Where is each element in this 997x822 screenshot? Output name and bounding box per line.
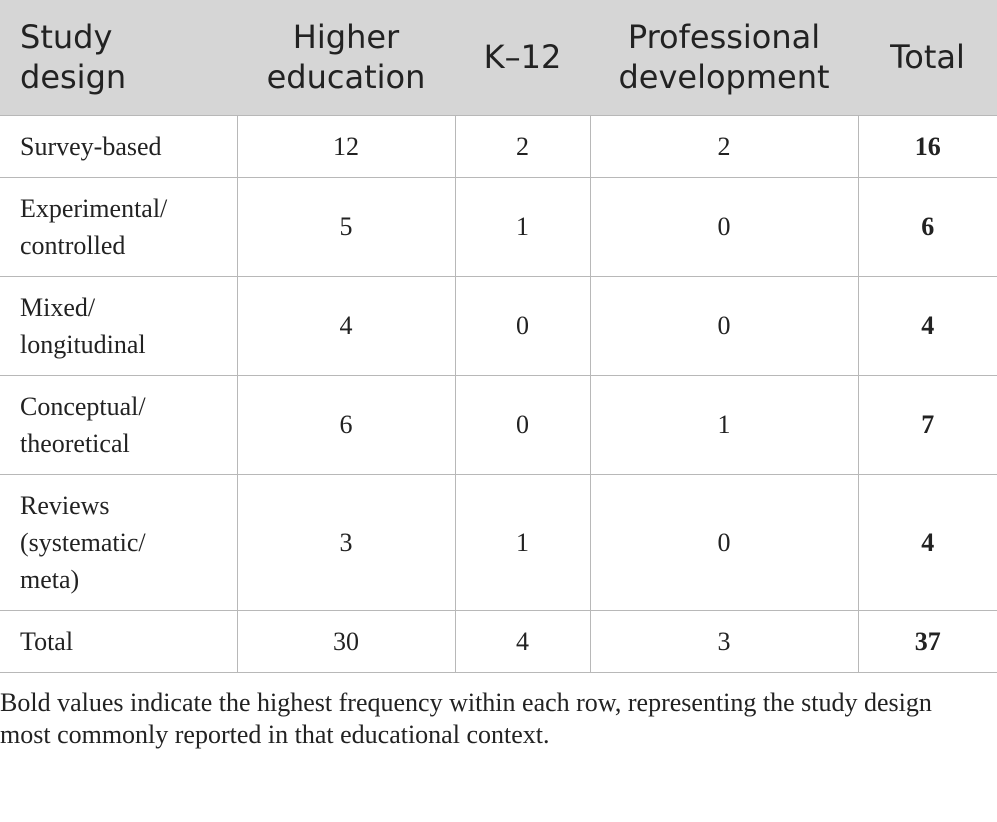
row-label: Survey-based [0, 114, 238, 178]
table-row: Survey-based 12 2 2 16 [0, 114, 997, 178]
header-row: Study design Higher education K–12 Professi… [0, 0, 997, 115]
cell: 7 [857, 374, 997, 475]
table-row: Experimental/ controlled 5 1 0 6 [0, 176, 997, 277]
row-label: Total [0, 609, 238, 673]
cell: 4 [454, 609, 591, 673]
row-label: Experimental/ controlled [0, 176, 238, 277]
row-label: Mixed/ longitudinal [0, 275, 238, 376]
cell: 37 [857, 609, 997, 673]
table-row: Total 30 4 3 37 [0, 609, 997, 673]
cell: 0 [454, 275, 591, 376]
cell: 6 [236, 374, 456, 475]
column-header: Total [858, 0, 997, 115]
cell: 4 [236, 275, 456, 376]
table-row: Conceptual/ theoretical 6 0 1 7 [0, 374, 997, 475]
cell: 4 [857, 473, 997, 611]
footnote: Bold values indicate the highest frequen… [0, 687, 932, 749]
cell: 2 [589, 114, 859, 178]
cell: 2 [454, 114, 591, 178]
column-header: Higher education [237, 0, 455, 115]
cell: 12 [236, 114, 456, 178]
table-row: Mixed/ longitudinal 4 0 0 4 [0, 275, 997, 376]
cell: 0 [589, 176, 859, 277]
table-body: Survey-based 12 2 2 16 Experimental/ controll… [0, 114, 997, 673]
cell: 16 [857, 114, 997, 178]
cell: 5 [236, 176, 456, 277]
cell: 6 [857, 176, 997, 277]
cell: 0 [454, 374, 591, 475]
table-row: Reviews (systematic/ meta) 3 1 0 4 [0, 473, 997, 611]
cell: 1 [589, 374, 859, 475]
cell: 30 [236, 609, 456, 673]
cell: 0 [589, 275, 859, 376]
data-table: Study design Higher education K–12 Professi… [0, 0, 997, 673]
column-header: Professional development [590, 0, 858, 115]
cell: 1 [454, 176, 591, 277]
cell: 0 [589, 473, 859, 611]
cell: 3 [236, 473, 456, 611]
column-header: K–12 [455, 0, 590, 115]
cell: 4 [857, 275, 997, 376]
column-header: Study design [0, 0, 237, 115]
row-label: Conceptual/ theoretical [0, 374, 238, 475]
cell: 1 [454, 473, 591, 611]
row-label: Reviews (systematic/ meta) [0, 473, 238, 611]
cell: 3 [589, 609, 859, 673]
